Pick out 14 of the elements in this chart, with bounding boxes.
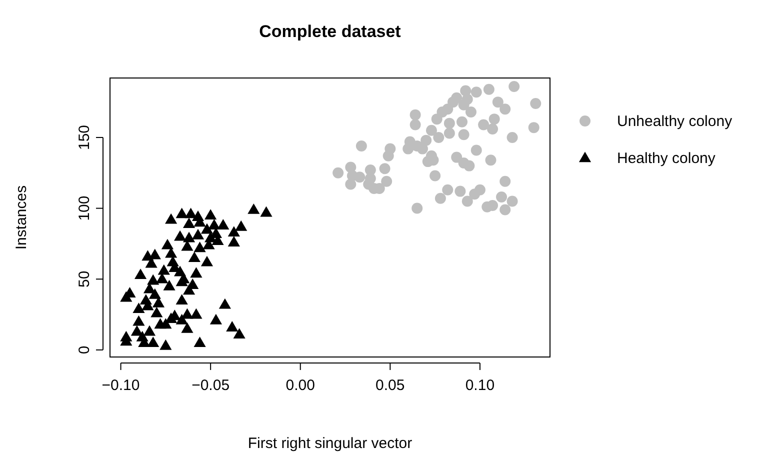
legend-label: Healthy colony xyxy=(617,150,716,167)
x-tick-label: 0.05 xyxy=(376,377,405,394)
y-tick-label: 150 xyxy=(76,124,93,150)
y-axis-title: Instances xyxy=(13,185,30,250)
x-tick-label: 0.00 xyxy=(286,377,315,394)
chart-title: Complete dataset xyxy=(259,22,402,41)
x-axis-title: First right singular vector xyxy=(248,435,412,452)
y-tick-label: 50 xyxy=(76,270,93,288)
x-tick-label: −0.05 xyxy=(192,377,230,394)
legend-label: Unhealthy colony xyxy=(617,113,733,130)
y-tick-label: 100 xyxy=(76,196,93,221)
x-tick-label: 0.10 xyxy=(465,377,495,394)
y-tick-label: 0 xyxy=(76,346,93,354)
x-tick-label: −0.10 xyxy=(102,377,140,394)
